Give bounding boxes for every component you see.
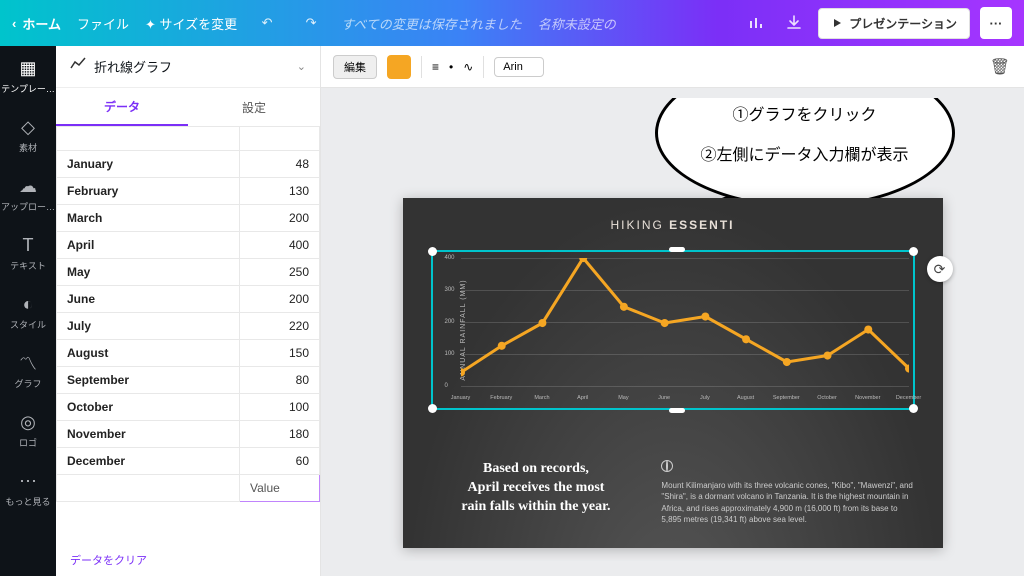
rail-uploads-label: アップロー… — [1, 200, 55, 213]
rail-more[interactable]: ⋯ もっと見る — [0, 467, 56, 512]
save-status: すべての変更は保存されました — [341, 14, 522, 33]
present-button[interactable]: プレゼンテーション — [818, 8, 970, 39]
table-row[interactable]: February130 — [57, 178, 320, 205]
rail-style-label: スタイル — [10, 318, 46, 331]
rail-style[interactable]: ◐ スタイル — [0, 290, 56, 335]
bubble-line2: ②左側にデータ入力欄が表示 — [700, 141, 908, 165]
elements-icon: ◇ — [18, 117, 38, 137]
redo-icon[interactable]: ↷ — [297, 9, 325, 37]
linechart-small-icon — [70, 56, 86, 77]
rail-text[interactable]: T テキスト — [0, 231, 56, 276]
tool-row: 編集 ≡ • ∿ Arin 🗑 — [321, 46, 1024, 88]
topbar: ‹ ホーム ファイル ✦ サイズを変更 ↶ ↷ すべての変更は保存されました 名… — [0, 0, 1024, 46]
rail-templates-label: テンプレー… — [1, 82, 55, 95]
left-rail: ▦ テンプレー… ◇ 素材 ☁ アップロー… T テキスト ◐ スタイル 〽グラフ ◎ ロゴ… — [0, 46, 56, 576]
chart-selection[interactable]: ⟳ ANNUAL RAINFALL (MM) 0100200300400Janu… — [431, 250, 915, 410]
table-row[interactable]: March200 — [57, 205, 320, 232]
edit-button[interactable]: 編集 — [333, 55, 377, 79]
home-button[interactable]: ‹ ホーム — [12, 14, 61, 33]
slide-headline: Based on records, April receives the mos… — [431, 460, 642, 526]
table-row[interactable]: May250 — [57, 259, 320, 286]
slide[interactable]: HIKING ESSENTI ⟳ ANNUAL RAINFALL (MM) 01 — [403, 198, 943, 548]
panel-title: 折れ線グラフ — [94, 57, 289, 76]
chart: 0100200300400JanuaryFebruaryMarchAprilMa… — [461, 258, 909, 388]
trash-icon[interactable]: 🗑 — [990, 57, 1010, 77]
color-swatch[interactable] — [387, 55, 411, 79]
rail-graph[interactable]: 〽グラフ — [0, 349, 56, 394]
rail-templates[interactable]: ▦ テンプレー… — [0, 54, 56, 99]
rail-uploads[interactable]: ☁ アップロー… — [0, 172, 56, 217]
more-icon: ⋯ — [18, 471, 38, 491]
rail-more-label: もっと見る — [5, 495, 50, 508]
home-label: ホーム — [22, 14, 61, 33]
slide-title: HIKING ESSENTI — [403, 218, 943, 232]
table-row[interactable]: April400 — [57, 232, 320, 259]
play-icon — [831, 17, 843, 29]
weight-icon[interactable]: ≡ — [432, 60, 439, 74]
canvas-area: 編集 ≡ • ∿ Arin 🗑 ①グラフをクリック — [321, 46, 1024, 576]
tab-settings[interactable]: 設定 — [188, 88, 320, 126]
text-icon: T — [18, 235, 38, 255]
table-row[interactable]: January48 — [57, 151, 320, 178]
table-row[interactable]: August150 — [57, 340, 320, 367]
table-row[interactable]: November180 — [57, 421, 320, 448]
undo-icon[interactable]: ↶ — [253, 9, 281, 37]
logo-icon: ◎ — [18, 412, 38, 432]
font-select[interactable]: Arin — [494, 57, 544, 77]
rail-logo-label: ロゴ — [19, 436, 37, 449]
download-icon[interactable] — [780, 9, 808, 37]
slide-body-text: Mount Kilimanjaro with its three volcani… — [661, 460, 914, 526]
rail-logo[interactable]: ◎ ロゴ — [0, 408, 56, 453]
tab-data[interactable]: データ — [56, 88, 188, 126]
present-label: プレゼンテーション — [849, 15, 957, 32]
rail-graph-label: グラフ — [14, 377, 41, 390]
style-line-icon[interactable]: ∿ — [463, 60, 473, 74]
resize-label: サイズを変更 — [160, 17, 238, 32]
bubble-line1: ①グラフをクリック — [732, 101, 876, 125]
data-panel: 折れ線グラフ ⌄ データ 設定 January48February130Marc… — [56, 46, 321, 576]
table-row[interactable]: September80 — [57, 367, 320, 394]
table-row[interactable]: October100 — [57, 394, 320, 421]
table-row[interactable]: July220 — [57, 313, 320, 340]
rail-text-label: テキスト — [10, 259, 46, 272]
chevron-down-icon[interactable]: ⌄ — [297, 60, 306, 73]
file-menu[interactable]: ファイル — [77, 14, 129, 33]
chevron-left-icon: ‹ — [12, 16, 16, 31]
rail-elements[interactable]: ◇ 素材 — [0, 113, 56, 158]
data-sheet[interactable]: January48February130March200April400May2… — [56, 126, 320, 544]
globe-icon — [661, 460, 673, 472]
linechart-icon: 〽 — [18, 353, 38, 373]
clear-data-link[interactable]: データをクリア — [56, 544, 320, 576]
table-row[interactable]: June200 — [57, 286, 320, 313]
table-row[interactable]: December60 — [57, 448, 320, 475]
templates-icon: ▦ — [18, 58, 38, 78]
resize-menu[interactable]: ✦ サイズを変更 — [145, 14, 237, 33]
style-dot-icon[interactable]: • — [449, 60, 453, 74]
cloud-upload-icon: ☁ — [18, 176, 38, 196]
refresh-chart-icon[interactable]: ⟳ — [927, 256, 953, 282]
doc-title[interactable]: 名称未設定の — [538, 14, 616, 33]
more-menu-button[interactable]: ··· — [980, 7, 1012, 39]
chart-icon[interactable] — [742, 9, 770, 37]
rail-elements-label: 素材 — [19, 141, 37, 154]
palette-icon: ◐ — [18, 294, 38, 314]
